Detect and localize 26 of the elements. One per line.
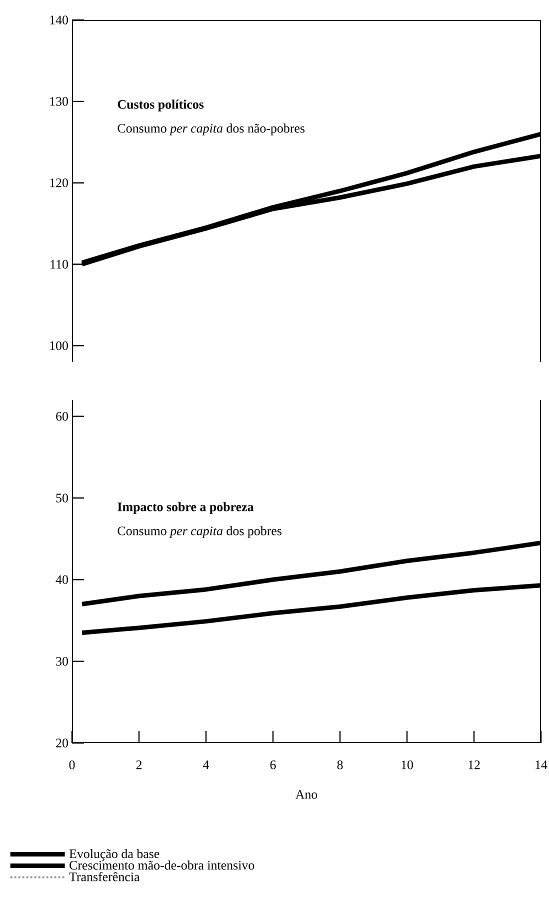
x-tick-label: 6 — [270, 760, 276, 770]
x-tick-label: 4 — [203, 760, 210, 770]
x-tick-label: 12 — [468, 760, 480, 770]
y-tick-label: 110 — [50, 260, 68, 269]
y-tick-label: 50 — [56, 494, 68, 502]
legend-label: Evolução da base — [69, 849, 160, 861]
x-tick-label: 2 — [136, 760, 142, 770]
x-tick-label: 10 — [402, 760, 413, 770]
x-axis-title: Ano — [295, 790, 318, 799]
legend-label: Transferência — [69, 872, 140, 882]
y-tick-label: 40 — [56, 575, 68, 584]
text: Consumo per capita dos não-pobres — [118, 124, 305, 136]
y-tick-label: 30 — [56, 656, 68, 666]
x-tick-label: 0 — [69, 760, 75, 770]
legend-label: Crescimento mão-de-obra intensivo — [70, 860, 254, 870]
x-tick-label: 8 — [337, 760, 343, 770]
text: Impacto sobre a pobreza — [118, 502, 254, 514]
text: Custos políticos — [118, 100, 204, 112]
y-tick-label: 100 — [50, 341, 68, 350]
y-tick-label: 130 — [50, 97, 68, 106]
y-tick-label: 60 — [56, 412, 68, 421]
y-tick-label: 120 — [50, 178, 68, 188]
y-tick-label: 20 — [56, 738, 68, 748]
x-tick-label: 14 — [536, 760, 548, 770]
y-tick-label: 140 — [50, 16, 68, 24]
text: Consumo per capita dos pobres — [118, 526, 282, 538]
